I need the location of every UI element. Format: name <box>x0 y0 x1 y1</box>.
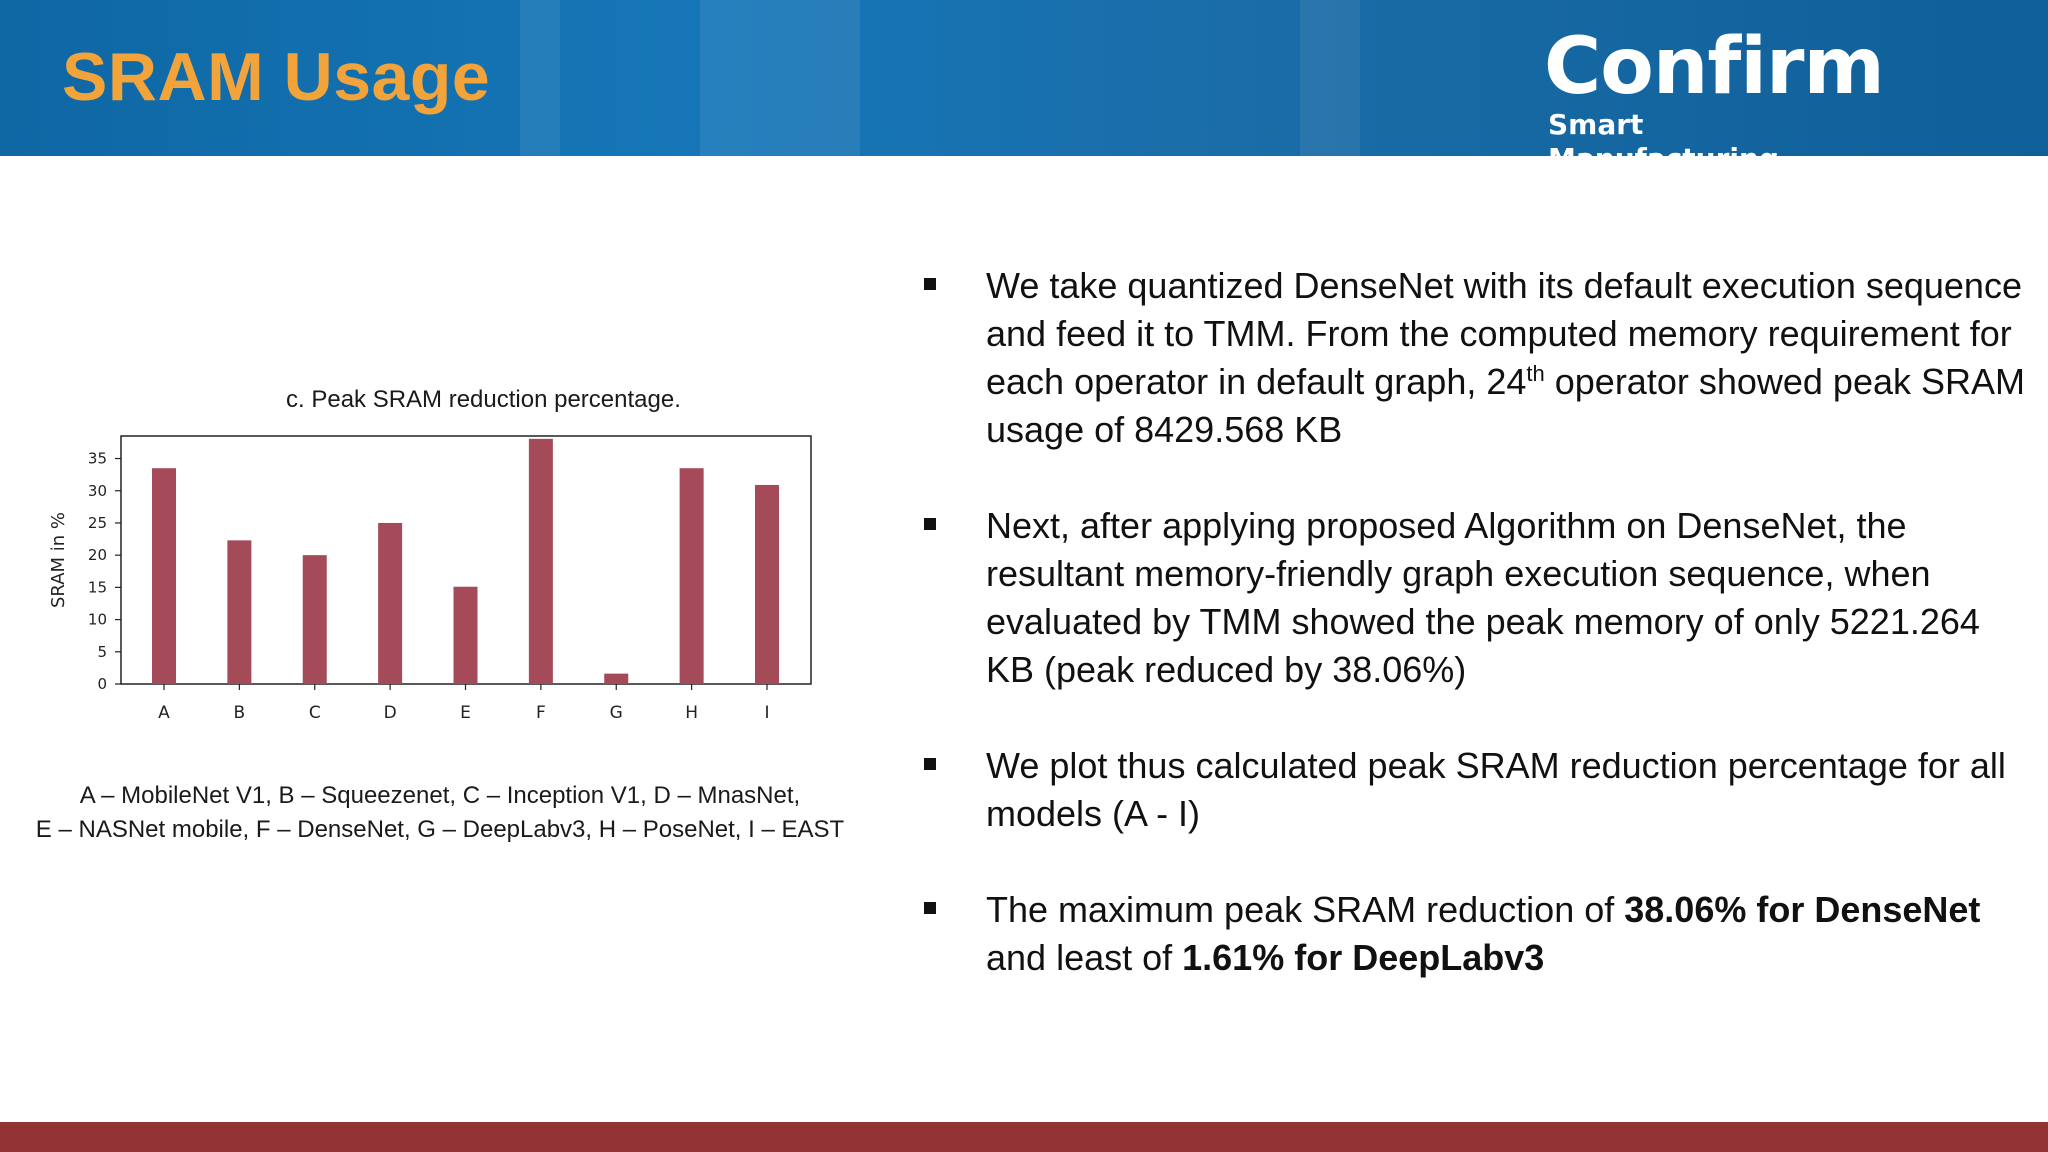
header-banner: SRAM Usage Confirm Smart Manufacturing <box>0 0 2048 156</box>
chart-container: c. Peak SRAM reduction percentage. 0 5 10 1… <box>0 380 880 720</box>
confirm-logo: Confirm Smart Manufacturing <box>1544 22 1885 156</box>
footer-band <box>0 1122 2048 1152</box>
slide-title: SRAM Usage <box>62 39 491 115</box>
y-tick-label: 15 <box>88 578 107 596</box>
x-tick-label: B <box>234 703 246 720</box>
bullet-text: We take quantized DenseNet with its defa… <box>986 265 2026 450</box>
chart-title: c. Peak SRAM reduction percentage. <box>286 386 681 413</box>
bullet-text: Next, after applying proposed Algorithm … <box>986 505 1980 690</box>
legend-caption-line-2: E – NASNet mobile, F – DenseNet, G – Dee… <box>35 816 845 843</box>
x-tick-label: A <box>158 703 170 720</box>
x-tick-label: C <box>309 703 321 720</box>
bar-d <box>378 522 403 684</box>
bullet-item: Next, after applying proposed Algorithm … <box>920 502 2030 694</box>
bar-f <box>528 438 553 684</box>
legend-caption-line-1: A – MobileNet V1, B – Squeezenet, C – In… <box>79 782 801 809</box>
bullet-text: The maximum peak SRAM reduction of 38.06… <box>986 889 1981 978</box>
x-tick-label: H <box>685 703 698 720</box>
bullet-square-icon <box>924 758 936 770</box>
bar-i <box>755 484 779 684</box>
bar-e <box>453 586 478 684</box>
bar-g <box>604 673 629 684</box>
bar-h <box>679 468 704 684</box>
x-tick-label: I <box>764 703 769 720</box>
bar-a <box>152 468 176 684</box>
y-tick-label: 5 <box>97 643 107 661</box>
y-tick-label: 30 <box>88 482 107 500</box>
bar-c <box>302 555 327 684</box>
y-tick-label: 20 <box>88 546 107 564</box>
bullet-square-icon <box>924 278 936 290</box>
bullet-list: We take quantized DenseNet with its defa… <box>920 262 2030 1030</box>
y-axis-label: SRAM in % <box>48 512 69 608</box>
y-tick-label: 0 <box>97 675 107 693</box>
bar-chart: 0 5 10 15 20 25 30 35 SRAM in % A B C D E F G H I <box>48 435 812 720</box>
logo-tagline: Smart Manufacturing <box>1548 108 1779 156</box>
bullet-square-icon <box>924 902 936 914</box>
logo-wordmark: Confirm <box>1544 22 1885 112</box>
bullet-item: The maximum peak SRAM reduction of 38.06… <box>920 886 2030 982</box>
bullet-item: We plot thus calculated peak SRAM reduct… <box>920 742 2030 838</box>
y-tick-label: 25 <box>88 514 107 532</box>
bar-b <box>227 540 252 684</box>
bullet-item: We take quantized DenseNet with its defa… <box>920 262 2030 454</box>
x-tick-label: G <box>610 703 623 720</box>
x-tick-label: F <box>536 703 546 720</box>
x-tick-label: D <box>384 703 397 720</box>
y-tick-label: 10 <box>88 611 107 629</box>
y-tick-label: 35 <box>88 450 107 468</box>
bullet-text: We plot thus calculated peak SRAM reduct… <box>986 745 2006 834</box>
x-tick-label: E <box>460 703 471 720</box>
bullet-square-icon <box>924 518 936 530</box>
